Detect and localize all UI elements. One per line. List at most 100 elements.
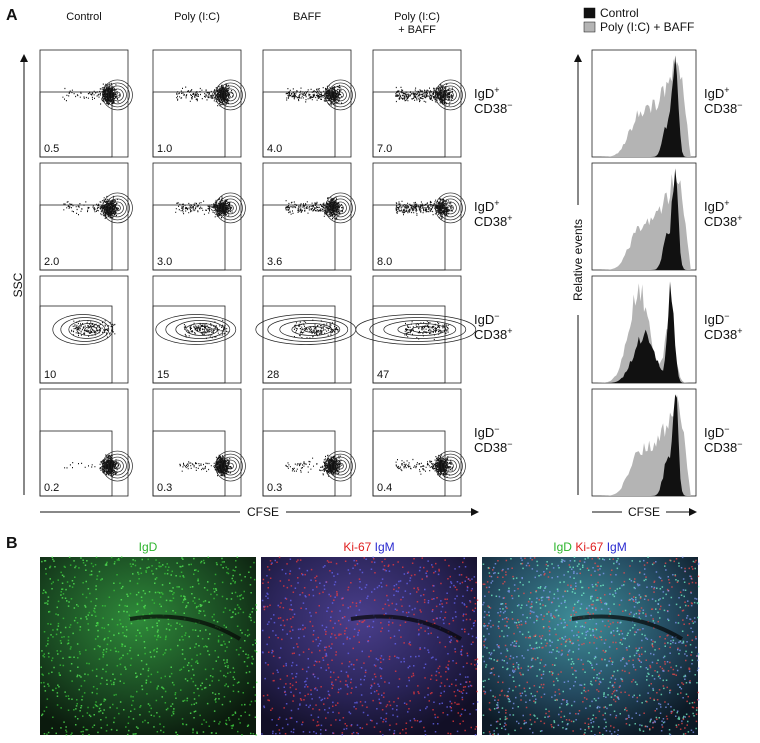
contour bbox=[111, 88, 124, 102]
gate bbox=[262, 91, 336, 158]
gate-percent: 3.0 bbox=[157, 256, 172, 268]
contour bbox=[447, 204, 454, 212]
contour bbox=[76, 323, 102, 336]
contour bbox=[447, 462, 454, 470]
contour bbox=[331, 456, 350, 476]
legend-label: Control bbox=[600, 6, 639, 20]
contour bbox=[328, 195, 353, 221]
tissue-fold bbox=[350, 614, 463, 641]
image-label: IgD bbox=[139, 540, 158, 554]
contour bbox=[441, 456, 460, 476]
contour bbox=[114, 204, 121, 212]
contour bbox=[102, 79, 133, 111]
signal bbox=[482, 557, 700, 736]
histogram-fill bbox=[592, 281, 696, 383]
contour bbox=[337, 462, 344, 470]
gate-percent: 28 bbox=[267, 369, 279, 381]
contour bbox=[224, 201, 237, 215]
legend-swatch bbox=[583, 21, 596, 33]
micrograph bbox=[40, 556, 258, 736]
marker: CD38 bbox=[704, 327, 737, 342]
gate-percent: 0.4 bbox=[377, 482, 392, 494]
contour bbox=[185, 323, 219, 336]
row-label: IgD+ CD38− bbox=[704, 85, 743, 116]
y-axis-label: Relative events bbox=[571, 219, 585, 301]
plot-frame bbox=[152, 388, 242, 497]
marker: IgD bbox=[704, 199, 724, 214]
contour bbox=[221, 198, 240, 218]
flow-plot: 7.0 bbox=[372, 49, 466, 158]
plot-frame bbox=[372, 388, 462, 497]
gate bbox=[39, 91, 113, 158]
gate-percent: 8.0 bbox=[377, 256, 392, 268]
column-header: Control bbox=[66, 11, 101, 23]
contour bbox=[108, 85, 127, 105]
marker: IgD bbox=[704, 425, 724, 440]
label-bg bbox=[240, 502, 286, 520]
flow-plot: 1.0 bbox=[152, 49, 246, 158]
sign: + bbox=[507, 326, 512, 336]
contour bbox=[84, 326, 98, 333]
contour bbox=[325, 79, 356, 111]
row-label: IgD− CD38− bbox=[704, 424, 743, 455]
contour bbox=[441, 198, 460, 218]
gate-percent: 2.0 bbox=[44, 256, 59, 268]
signal bbox=[482, 556, 700, 736]
gate-percent: 4.0 bbox=[267, 143, 282, 155]
image-label: Ki-67 IgM bbox=[343, 540, 394, 554]
stain-label: IgD bbox=[553, 540, 572, 554]
contour bbox=[267, 317, 349, 342]
legend-label: Poly (I:C) + BAFF bbox=[600, 20, 694, 34]
image-label: IgD Ki-67 IgM bbox=[553, 540, 626, 554]
contour bbox=[215, 450, 246, 482]
events bbox=[395, 83, 454, 106]
micrograph bbox=[482, 556, 700, 736]
plot-frame bbox=[262, 162, 352, 271]
signal bbox=[40, 556, 258, 736]
gate bbox=[372, 305, 446, 384]
sign: + bbox=[507, 213, 512, 223]
contour bbox=[334, 459, 347, 473]
flow-plot: 0.4 bbox=[372, 388, 466, 497]
contour bbox=[411, 326, 437, 333]
gate-percent: 0.3 bbox=[157, 482, 172, 494]
image bbox=[261, 557, 477, 735]
contour bbox=[195, 326, 213, 333]
events bbox=[63, 195, 119, 219]
contour bbox=[227, 91, 234, 99]
events bbox=[62, 82, 120, 107]
marker: CD38 bbox=[474, 214, 507, 229]
plot-frame bbox=[152, 162, 242, 271]
stain-label: Ki-67 bbox=[575, 540, 603, 554]
histogram-fill bbox=[592, 394, 696, 496]
flow-plot: 8.0 bbox=[372, 162, 466, 271]
contour bbox=[444, 459, 457, 473]
marker: CD38 bbox=[474, 101, 507, 116]
contour bbox=[441, 85, 460, 105]
y-axis-label: SSC bbox=[11, 272, 25, 297]
contour bbox=[303, 326, 325, 333]
row-label: IgD+ CD38+ bbox=[704, 198, 743, 229]
sign: + bbox=[494, 85, 499, 95]
contour bbox=[325, 192, 356, 224]
contour bbox=[438, 195, 463, 221]
contour bbox=[215, 192, 246, 224]
contour bbox=[227, 204, 234, 212]
contour bbox=[108, 198, 127, 218]
stain-label: IgM bbox=[607, 540, 627, 554]
contour bbox=[102, 450, 133, 482]
histogram bbox=[591, 162, 697, 271]
sign: − bbox=[737, 100, 742, 110]
contour bbox=[227, 462, 234, 470]
contour bbox=[114, 462, 121, 470]
x-axis-label: CFSE bbox=[628, 505, 660, 519]
sign: − bbox=[737, 439, 742, 449]
marker: IgD bbox=[474, 199, 494, 214]
flow-plot: 3.6 bbox=[262, 162, 356, 271]
gate bbox=[262, 204, 336, 271]
panel-label: B bbox=[6, 535, 18, 552]
row-label: IgD− CD38− bbox=[474, 424, 513, 455]
signal bbox=[40, 556, 258, 736]
contour bbox=[325, 450, 356, 482]
flow-plot: 0.2 bbox=[39, 388, 133, 497]
